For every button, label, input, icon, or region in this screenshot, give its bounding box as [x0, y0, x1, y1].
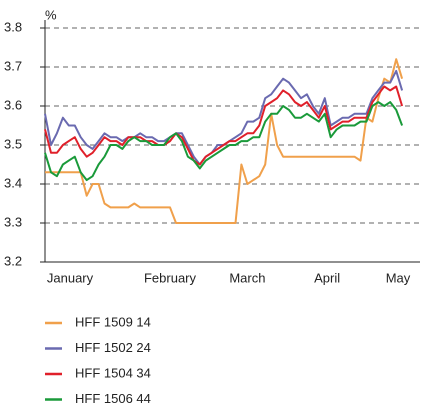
x-tick-label: March: [229, 270, 265, 285]
y-tick-label: 3.6: [4, 97, 22, 112]
legend-label: HFF 1506 44: [75, 391, 151, 405]
y-tick-label: 3.5: [4, 136, 22, 151]
x-tick-label: April: [314, 270, 340, 285]
legend-label: HFF 1502 24: [75, 340, 151, 355]
series-line: [45, 58, 404, 224]
x-tick-label: January: [47, 270, 94, 285]
y-tick-label: 3.7: [4, 58, 22, 73]
y-tick-label: 3.3: [4, 214, 22, 229]
series-line: [44, 101, 404, 182]
y-axis-label: %: [45, 7, 57, 22]
legend-label: HFF 1504 34: [75, 365, 151, 380]
series-line: [44, 69, 404, 166]
series-line: [44, 85, 404, 166]
x-tick-label: February: [144, 270, 197, 285]
y-tick-label: 3.4: [4, 175, 22, 190]
legend-label: HFF 1509 14: [75, 314, 151, 329]
y-tick-label: 3.2: [4, 253, 22, 268]
x-tick-label: May: [386, 270, 411, 285]
y-tick-label: 3.8: [4, 19, 22, 34]
